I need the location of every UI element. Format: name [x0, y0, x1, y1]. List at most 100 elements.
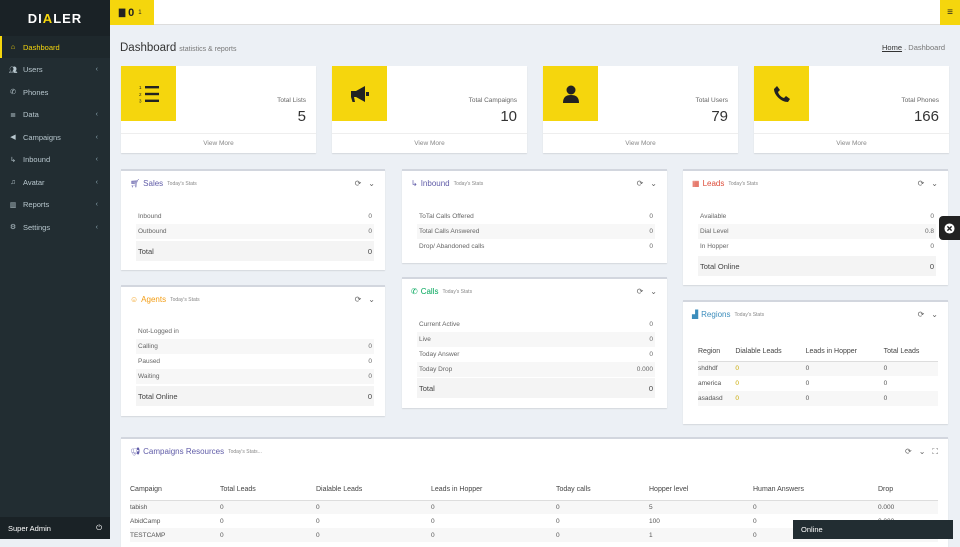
column-header: Human Answers	[753, 486, 804, 494]
view-more-link[interactable]: View More	[543, 133, 738, 153]
row-label: Not-Logged in	[138, 328, 179, 335]
box-title: Agents	[141, 295, 167, 304]
notification-count: 0	[128, 6, 135, 19]
row-value: 0	[649, 321, 653, 328]
sidebar-item-settings[interactable]: ⚙ Settings ‹	[0, 216, 110, 238]
breadcrumb-home-link[interactable]: Home	[882, 43, 903, 52]
music-icon: ♫	[10, 178, 16, 186]
row-value: 0	[649, 228, 653, 235]
cart-icon: 🛒︎	[130, 179, 141, 188]
sidebar-item-dashboard[interactable]: ⌂ Dashboard	[0, 36, 110, 58]
box-subtitle: Today's Stats	[167, 180, 197, 187]
logo[interactable]: DI A LER	[0, 0, 110, 36]
refresh-icon[interactable]: ⟳	[354, 179, 362, 188]
table-cell: 0	[431, 503, 435, 511]
hamburger-icon[interactable]: ≡	[940, 0, 960, 25]
row-label: Available	[700, 213, 727, 220]
refresh-icon[interactable]: ⟳	[904, 447, 912, 456]
table-cell: 0	[753, 517, 757, 525]
row-label: In Hopper	[700, 243, 729, 250]
chevron-down-icon[interactable]: ⌄	[650, 179, 657, 188]
column-header: Leads in Hopper	[805, 348, 857, 356]
refresh-icon[interactable]: ⟳	[917, 179, 925, 188]
box-header: ↳ Inbound Today's Stats	[411, 179, 483, 188]
level-down-icon: ↳	[411, 179, 418, 188]
sidebar-item-campaigns[interactable]: ◀ Campaigns ‹	[0, 126, 110, 148]
table-row: shdhdf 0 0 0	[698, 361, 938, 376]
current-user-name: Super Admin	[8, 523, 51, 533]
table-cell: 0	[753, 531, 757, 539]
table-icon: ▦	[692, 179, 700, 188]
sidebar-item-avatar[interactable]: ♫ Avatar ‹	[0, 171, 110, 193]
chat-status-bar[interactable]: Online	[793, 520, 953, 539]
row-label: Total	[419, 383, 435, 393]
sidebar-item-inbound[interactable]: ↳ Inbound ‹	[0, 149, 110, 171]
stat-row: ToTal Calls Offered 0	[417, 209, 655, 224]
map-icon: ▟	[692, 310, 699, 319]
users-icon: 👥︎	[8, 66, 18, 74]
row-label: Outbound	[138, 228, 167, 235]
page-title-text: Dashboard	[120, 42, 177, 54]
column-header: Region	[698, 348, 721, 356]
table-cell: shdhdf	[698, 365, 718, 373]
close-icon[interactable]	[939, 216, 960, 240]
phone-icon: ✆	[411, 287, 418, 296]
view-more-link[interactable]: View More	[121, 133, 316, 153]
sidebar-item-data[interactable]: ≣ Data ‹	[0, 104, 110, 126]
sidebar-item-label: Phones	[23, 87, 49, 97]
table-row: asadasd 0 0 0	[698, 391, 938, 406]
row-label: Calling	[138, 343, 158, 350]
refresh-icon[interactable]: ⟳	[354, 295, 362, 304]
sidebar-item-phones[interactable]: ✆ Phones	[0, 81, 110, 103]
sidebar-item-users[interactable]: 👥︎ Users ‹	[0, 59, 110, 81]
chevron-down-icon[interactable]: ⌄	[368, 179, 375, 188]
row-value: 0	[368, 213, 372, 220]
row-value: 0	[649, 213, 653, 220]
total-row: Total 0	[136, 241, 374, 261]
chevron-down-icon[interactable]: ⌄	[650, 287, 657, 296]
stat-card-campaigns: Total Campaigns 10 View More	[332, 66, 527, 153]
box-header: 📢︎ Campaigns Resources Today's Stats...	[130, 447, 262, 456]
calls-box: ✆ Calls Today's Stats ⟳ ⌄ Current Active 0…	[402, 277, 667, 408]
stat-value: 166	[913, 108, 939, 125]
phone-icon	[754, 66, 809, 121]
stat-label: Total Phones	[901, 97, 939, 104]
stat-card-phones: Total Phones 166 View More	[754, 66, 949, 153]
stat-row: Outbound 0	[136, 224, 374, 239]
chevron-down-icon[interactable]: ⌄	[931, 310, 938, 319]
refresh-icon[interactable]: ⟳	[636, 179, 644, 188]
row-label: Current Active	[419, 321, 460, 328]
row-value: 0.000	[636, 366, 653, 373]
stat-row: In Hopper 0	[698, 239, 936, 254]
notification-button[interactable]: ▇ 0 1	[110, 0, 154, 25]
total-row: Total Online 0	[698, 256, 936, 276]
table-cell: 0.000	[878, 503, 895, 511]
stat-value: 79	[711, 108, 728, 125]
table-cell: america	[698, 380, 722, 387]
expand-icon[interactable]: ⛶	[932, 447, 938, 456]
table-row: america 0 0 0	[698, 376, 938, 391]
page-title: Dashboard statistics & reports	[120, 42, 236, 54]
chevron-down-icon[interactable]: ⌄	[918, 447, 926, 456]
refresh-icon[interactable]: ⟳	[636, 287, 644, 296]
column-header: Today calls	[556, 486, 591, 494]
leads-box: ▦ Leads Today's Stats ⟳ ⌄ Available 0 Dial…	[683, 169, 948, 285]
view-more-link[interactable]: View More	[332, 133, 527, 153]
briefcase-icon: ▇	[119, 8, 126, 17]
column-header: Leads in Hopper	[431, 486, 483, 494]
table-cell: asadasd	[698, 395, 723, 402]
power-icon[interactable]: ⏻	[96, 523, 102, 532]
refresh-icon[interactable]: ⟳	[917, 310, 925, 319]
chevron-left-icon: ‹	[95, 66, 98, 73]
chevron-down-icon[interactable]: ⌄	[931, 179, 938, 188]
sidebar-item-reports[interactable]: ▥ Reports ‹	[0, 194, 110, 216]
home-icon: ⌂	[10, 43, 16, 51]
row-value: 0.8	[924, 228, 934, 235]
sidebar-item-label: Inbound	[23, 155, 51, 164]
sidebar-item-label: Campaigns	[23, 132, 61, 142]
view-more-link[interactable]: View More	[754, 133, 949, 153]
row-label: Total	[138, 246, 154, 256]
box-header: ✆ Calls Today's Stats	[411, 287, 472, 296]
chevron-down-icon[interactable]: ⌄	[368, 295, 375, 304]
